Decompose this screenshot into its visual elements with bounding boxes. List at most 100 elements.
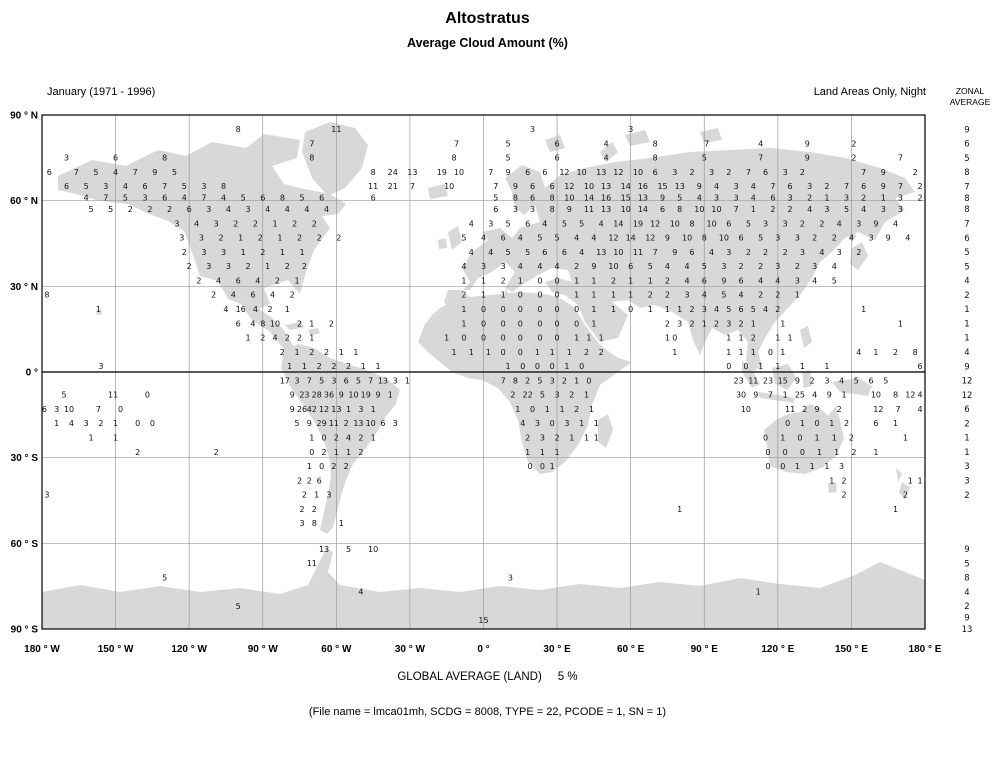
grid-value: 2 [775, 305, 780, 314]
grid-value: 0 [501, 319, 506, 328]
grid-value: 4 [221, 194, 226, 203]
grid-value: 4 [270, 291, 275, 300]
grid-value: 12 [559, 168, 569, 177]
grid-value: 0 [800, 448, 805, 457]
grid-value: 4 [346, 433, 351, 442]
grid-value: 1 [452, 348, 457, 357]
grid-value: 4 [123, 182, 128, 191]
grid-value: 6 [562, 248, 567, 257]
grid-value: 2 [832, 234, 837, 243]
grid-value: 6 [861, 182, 866, 191]
zonal-value: 1 [964, 305, 969, 315]
grid-value: 1 [295, 348, 300, 357]
grid-value: 21 [388, 182, 398, 191]
lat-tick-label: 0 ° [26, 368, 38, 379]
grid-value: 9 [290, 405, 295, 414]
zonal-header-line2: AVERAGE [949, 97, 991, 107]
grid-value: 3 [508, 573, 513, 582]
grid-value: 4 [839, 376, 844, 385]
grid-value: 7 [74, 168, 79, 177]
grid-value: 13 [378, 376, 388, 385]
grid-value: 1 [594, 433, 599, 442]
grid-value: 1 [545, 405, 550, 414]
zonal-value: 9 [964, 614, 969, 624]
grid-value: 3 [837, 248, 842, 257]
grid-value: 1 [550, 348, 555, 357]
grid-value: 1 [461, 319, 466, 328]
grid-value: 5 [726, 305, 731, 314]
cloud-amount-values: 8 11 3 37 7 5 6 4 8 7 4 9 23 6 8 8 8 5 6 4 8 5 7 9 2 76 7 5 4 7 9 5 8 24 1… [42, 125, 923, 625]
grid-value: 3 [513, 205, 518, 214]
grid-value: 7 [844, 182, 849, 191]
grid-value: 4 [481, 234, 486, 243]
grid-value: 2 [324, 348, 329, 357]
grid-value: 3 [709, 168, 714, 177]
zonal-value: 8 [964, 194, 969, 204]
zonal-value: 1 [964, 319, 969, 329]
grid-value: 4 [604, 139, 609, 148]
grid-value: 4 [304, 205, 309, 214]
grid-value: 1 [353, 348, 358, 357]
grid-value: 3 [44, 491, 49, 500]
grid-value: 4 [253, 305, 258, 314]
grid-value: 36 [324, 391, 334, 400]
grid-value: 5 [172, 168, 177, 177]
grid-value: 1 [574, 291, 579, 300]
grid-value: 1 [280, 248, 285, 257]
grid-value: 1 [795, 462, 800, 471]
grid-value: 4 [893, 219, 898, 228]
landmass-eurasia [444, 148, 915, 372]
grid-value: 4 [849, 234, 854, 243]
grid-value: 1 [908, 476, 913, 485]
grid-value: 10 [633, 168, 643, 177]
grid-value: 4 [685, 262, 690, 271]
grid-value: 3 [628, 125, 633, 134]
grid-value: 5 [505, 248, 510, 257]
grid-value: 2 [297, 319, 302, 328]
grid-value: 5 [505, 219, 510, 228]
grid-value: 5 [93, 168, 98, 177]
grid-value: 4 [905, 234, 910, 243]
grid-value: 9 [886, 234, 891, 243]
grid-value: 3 [550, 376, 555, 385]
grid-value: 0 [579, 362, 584, 371]
grid-value: 0 [574, 319, 579, 328]
grid-value: 4 [856, 348, 861, 357]
grid-value: 2 [317, 362, 322, 371]
grid-value: 3 [685, 291, 690, 300]
grid-value: 12 [905, 391, 915, 400]
grid-value: 3 [734, 194, 739, 203]
grid-value: 4 [763, 305, 768, 314]
grid-value: 10 [454, 168, 464, 177]
grid-value: 5 [123, 194, 128, 203]
grid-value: 7 [162, 182, 167, 191]
grid-value: 1 [584, 391, 589, 400]
grid-value: 17 [280, 376, 290, 385]
grid-value: 16 [638, 182, 648, 191]
grid-value: 1 [96, 305, 101, 314]
grid-value: 2 [770, 205, 775, 214]
grid-value: 24 [388, 168, 398, 177]
grid-value: 9 [805, 154, 810, 163]
grid-value: 8 [702, 234, 707, 243]
grid-value: 11 [331, 125, 341, 134]
grid-value: 3 [214, 219, 219, 228]
zonal-value: 7 [964, 182, 969, 192]
grid-value: 2 [903, 491, 908, 500]
grid-value: 3 [488, 219, 493, 228]
grid-value: 1 [574, 334, 579, 343]
grid-value: 3 [807, 182, 812, 191]
grid-value: 0 [628, 305, 633, 314]
lon-tick-label: 150 ° W [98, 644, 134, 655]
grid-value: 3 [734, 182, 739, 191]
grid-value: 5 [579, 219, 584, 228]
grid-value: 0 [586, 376, 591, 385]
grid-value: 10 [707, 219, 717, 228]
grid-value: 0 [785, 419, 790, 428]
grid-value: 3 [221, 248, 226, 257]
grid-value: 0 [319, 462, 324, 471]
grid-value: 3 [564, 419, 569, 428]
grid-value: 9 [672, 248, 677, 257]
lat-tick-label: 90 ° N [10, 111, 38, 122]
grid-value: 2 [893, 348, 898, 357]
